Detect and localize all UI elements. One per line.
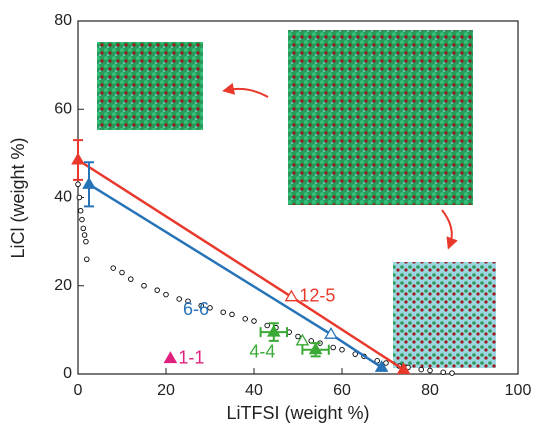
data-point (284, 289, 299, 302)
y-tick-label: 20 (54, 277, 72, 294)
series-label: 1-1 (178, 347, 204, 367)
data-point (83, 238, 89, 245)
data-point (266, 324, 281, 337)
data-point (308, 342, 323, 355)
data-point (449, 370, 455, 376)
data-point (82, 176, 96, 189)
x-tick-label: 0 (74, 382, 83, 399)
data-point (163, 291, 169, 298)
simulation-box-small (97, 42, 203, 130)
data-point (352, 351, 358, 357)
data-point (76, 194, 83, 201)
data-point (427, 367, 433, 374)
data-point (128, 276, 134, 282)
data-point (141, 283, 147, 289)
data-point (396, 362, 411, 375)
data-point (119, 269, 125, 276)
data-point (154, 287, 160, 293)
arrow (222, 82, 269, 98)
data-point (207, 305, 213, 311)
data-point (264, 322, 270, 329)
data-point (220, 309, 226, 315)
x-tick-label: 100 (505, 382, 532, 399)
y-tick-label: 0 (63, 365, 72, 382)
x-tick-label: 40 (245, 382, 263, 399)
data-point (330, 344, 336, 351)
data-point (84, 256, 90, 263)
series-label: 4-4 (249, 342, 275, 362)
data-point (80, 225, 87, 232)
data-point (374, 360, 389, 372)
y-tick-label: 60 (54, 100, 72, 117)
x-axis-label: LiTFSI (weight %) (226, 403, 369, 423)
x-tick-label: 60 (333, 382, 351, 399)
series-label: 6-6 (183, 299, 209, 319)
data-point (110, 265, 116, 271)
data-point (198, 302, 204, 309)
tie-line (88, 183, 383, 369)
y-tick-label: 80 (54, 12, 72, 29)
data-point (81, 232, 88, 238)
data-point (176, 296, 182, 302)
data-point (251, 318, 257, 324)
data-point (418, 366, 424, 373)
simulation-box-bottom (393, 262, 496, 368)
data-point (324, 326, 338, 339)
y-axis-label: LiCl (weight %) (8, 137, 28, 258)
data-point (295, 333, 301, 340)
data-point (163, 351, 178, 364)
data-point (79, 216, 85, 223)
arrow (441, 209, 458, 250)
data-point (75, 181, 81, 188)
data-point (71, 152, 85, 165)
data-point (77, 207, 84, 214)
data-point (242, 316, 248, 322)
data-point (185, 298, 191, 304)
data-point (440, 369, 446, 375)
x-tick-label: 80 (421, 382, 439, 399)
y-tick-label: 40 (54, 189, 72, 206)
data-point (229, 311, 235, 318)
simulation-box-large (288, 30, 473, 205)
series-label: 12-5 (299, 286, 335, 306)
data-point (339, 346, 345, 353)
data-point (383, 360, 389, 366)
x-tick-label: 20 (157, 382, 175, 399)
